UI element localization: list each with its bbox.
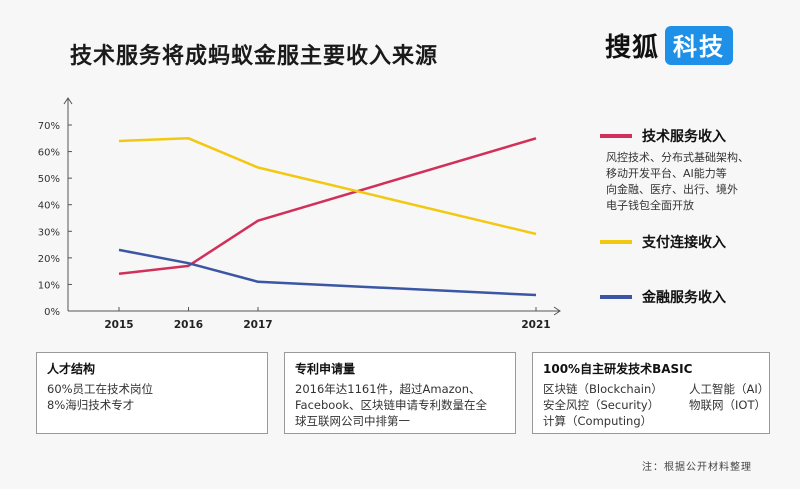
talent-box-title: 人才结构 — [47, 362, 96, 376]
basic-item: 人工智能（AI） — [689, 382, 770, 396]
basic-box: 100%自主研发技术BASIC 区块链（Blockchain） 人工智能（AI）… — [532, 352, 770, 434]
basic-item: 计算（Computing） — [543, 414, 653, 428]
legend-swatch-payment — [600, 240, 632, 244]
patent-box-line: Facebook、区块链申请专利数量在全 — [295, 398, 488, 412]
basic-box-title: 100%自主研发技术BASIC — [543, 362, 693, 376]
legend-swatch-tech — [600, 134, 632, 138]
series-line-0 — [118, 137, 537, 276]
logo-main-text: 搜狐 — [605, 33, 660, 63]
patent-box-title: 专利申请量 — [295, 362, 356, 376]
y-tick-label: 40% — [38, 201, 60, 212]
y-tick-label: 10% — [38, 280, 60, 291]
sohu-tech-logo: 搜狐 科技 — [605, 26, 734, 65]
legend-note-line: 电子钱包全面开放 — [606, 199, 694, 212]
series-line-1 — [118, 137, 537, 236]
y-tick-label: 20% — [38, 254, 60, 265]
x-tick-label: 2017 — [243, 319, 272, 331]
legend-item-payment: 支付连接收入 — [600, 232, 726, 252]
y-tick-label: 70% — [38, 121, 60, 132]
basic-item: 区块链（Blockchain） — [543, 382, 663, 396]
x-tick-label: 2021 — [521, 319, 550, 331]
x-axis-arrow-icon — [553, 306, 561, 316]
patent-box: 专利申请量 2016年达1161件，超过Amazon、 Facebook、区块链… — [284, 352, 516, 434]
patent-box-line: 2016年达1161件，超过Amazon、 — [295, 382, 481, 396]
y-tick-label: 60% — [38, 148, 60, 159]
legend-swatch-finance — [600, 295, 632, 299]
y-tick-label: 30% — [38, 227, 60, 238]
y-axis-arrow-icon — [63, 97, 73, 105]
basic-item: 安全风控（Security） — [543, 398, 660, 412]
talent-box: 人才结构 60%员工在技术岗位 8%海归技术专才 — [36, 352, 268, 434]
basic-box-grid: 区块链（Blockchain） 人工智能（AI） 安全风控（Security） … — [543, 381, 769, 429]
footnote: 注：根据公开材料整理 — [642, 462, 752, 473]
y-tick-label: 0% — [44, 307, 60, 318]
y-tick-label: 50% — [38, 174, 60, 185]
logo-badge-text: 科技 — [665, 26, 734, 65]
legend-note-line: 移动开发平台、AI能力等 — [606, 167, 727, 180]
legend-label-finance: 金融服务收入 — [642, 290, 726, 306]
legend-note-line: 风控技术、分布式基础架构、 — [606, 151, 749, 164]
legend-label-tech: 技术服务收入 — [642, 129, 726, 145]
patent-box-line: 球互联网公司中排第一 — [295, 414, 410, 428]
page-title: 技术服务将成蚂蚁金服主要收入来源 — [70, 44, 439, 69]
series-line-2 — [118, 248, 537, 297]
talent-box-line: 8%海归技术专才 — [47, 398, 135, 412]
legend-item-finance: 金融服务收入 — [600, 287, 726, 307]
x-tick-label: 2015 — [104, 319, 133, 331]
legend-item-tech: 技术服务收入 — [600, 126, 726, 146]
talent-box-line: 60%员工在技术岗位 — [47, 382, 154, 396]
legend-note: 风控技术、分布式基础架构、 移动开发平台、AI能力等 向金融、医疗、出行、境外 … — [606, 150, 796, 214]
legend-label-payment: 支付连接收入 — [642, 235, 726, 251]
basic-item: 物联网（IOT） — [689, 398, 766, 412]
legend-note-line: 向金融、医疗、出行、境外 — [606, 183, 738, 196]
x-tick-label: 2016 — [174, 319, 203, 331]
